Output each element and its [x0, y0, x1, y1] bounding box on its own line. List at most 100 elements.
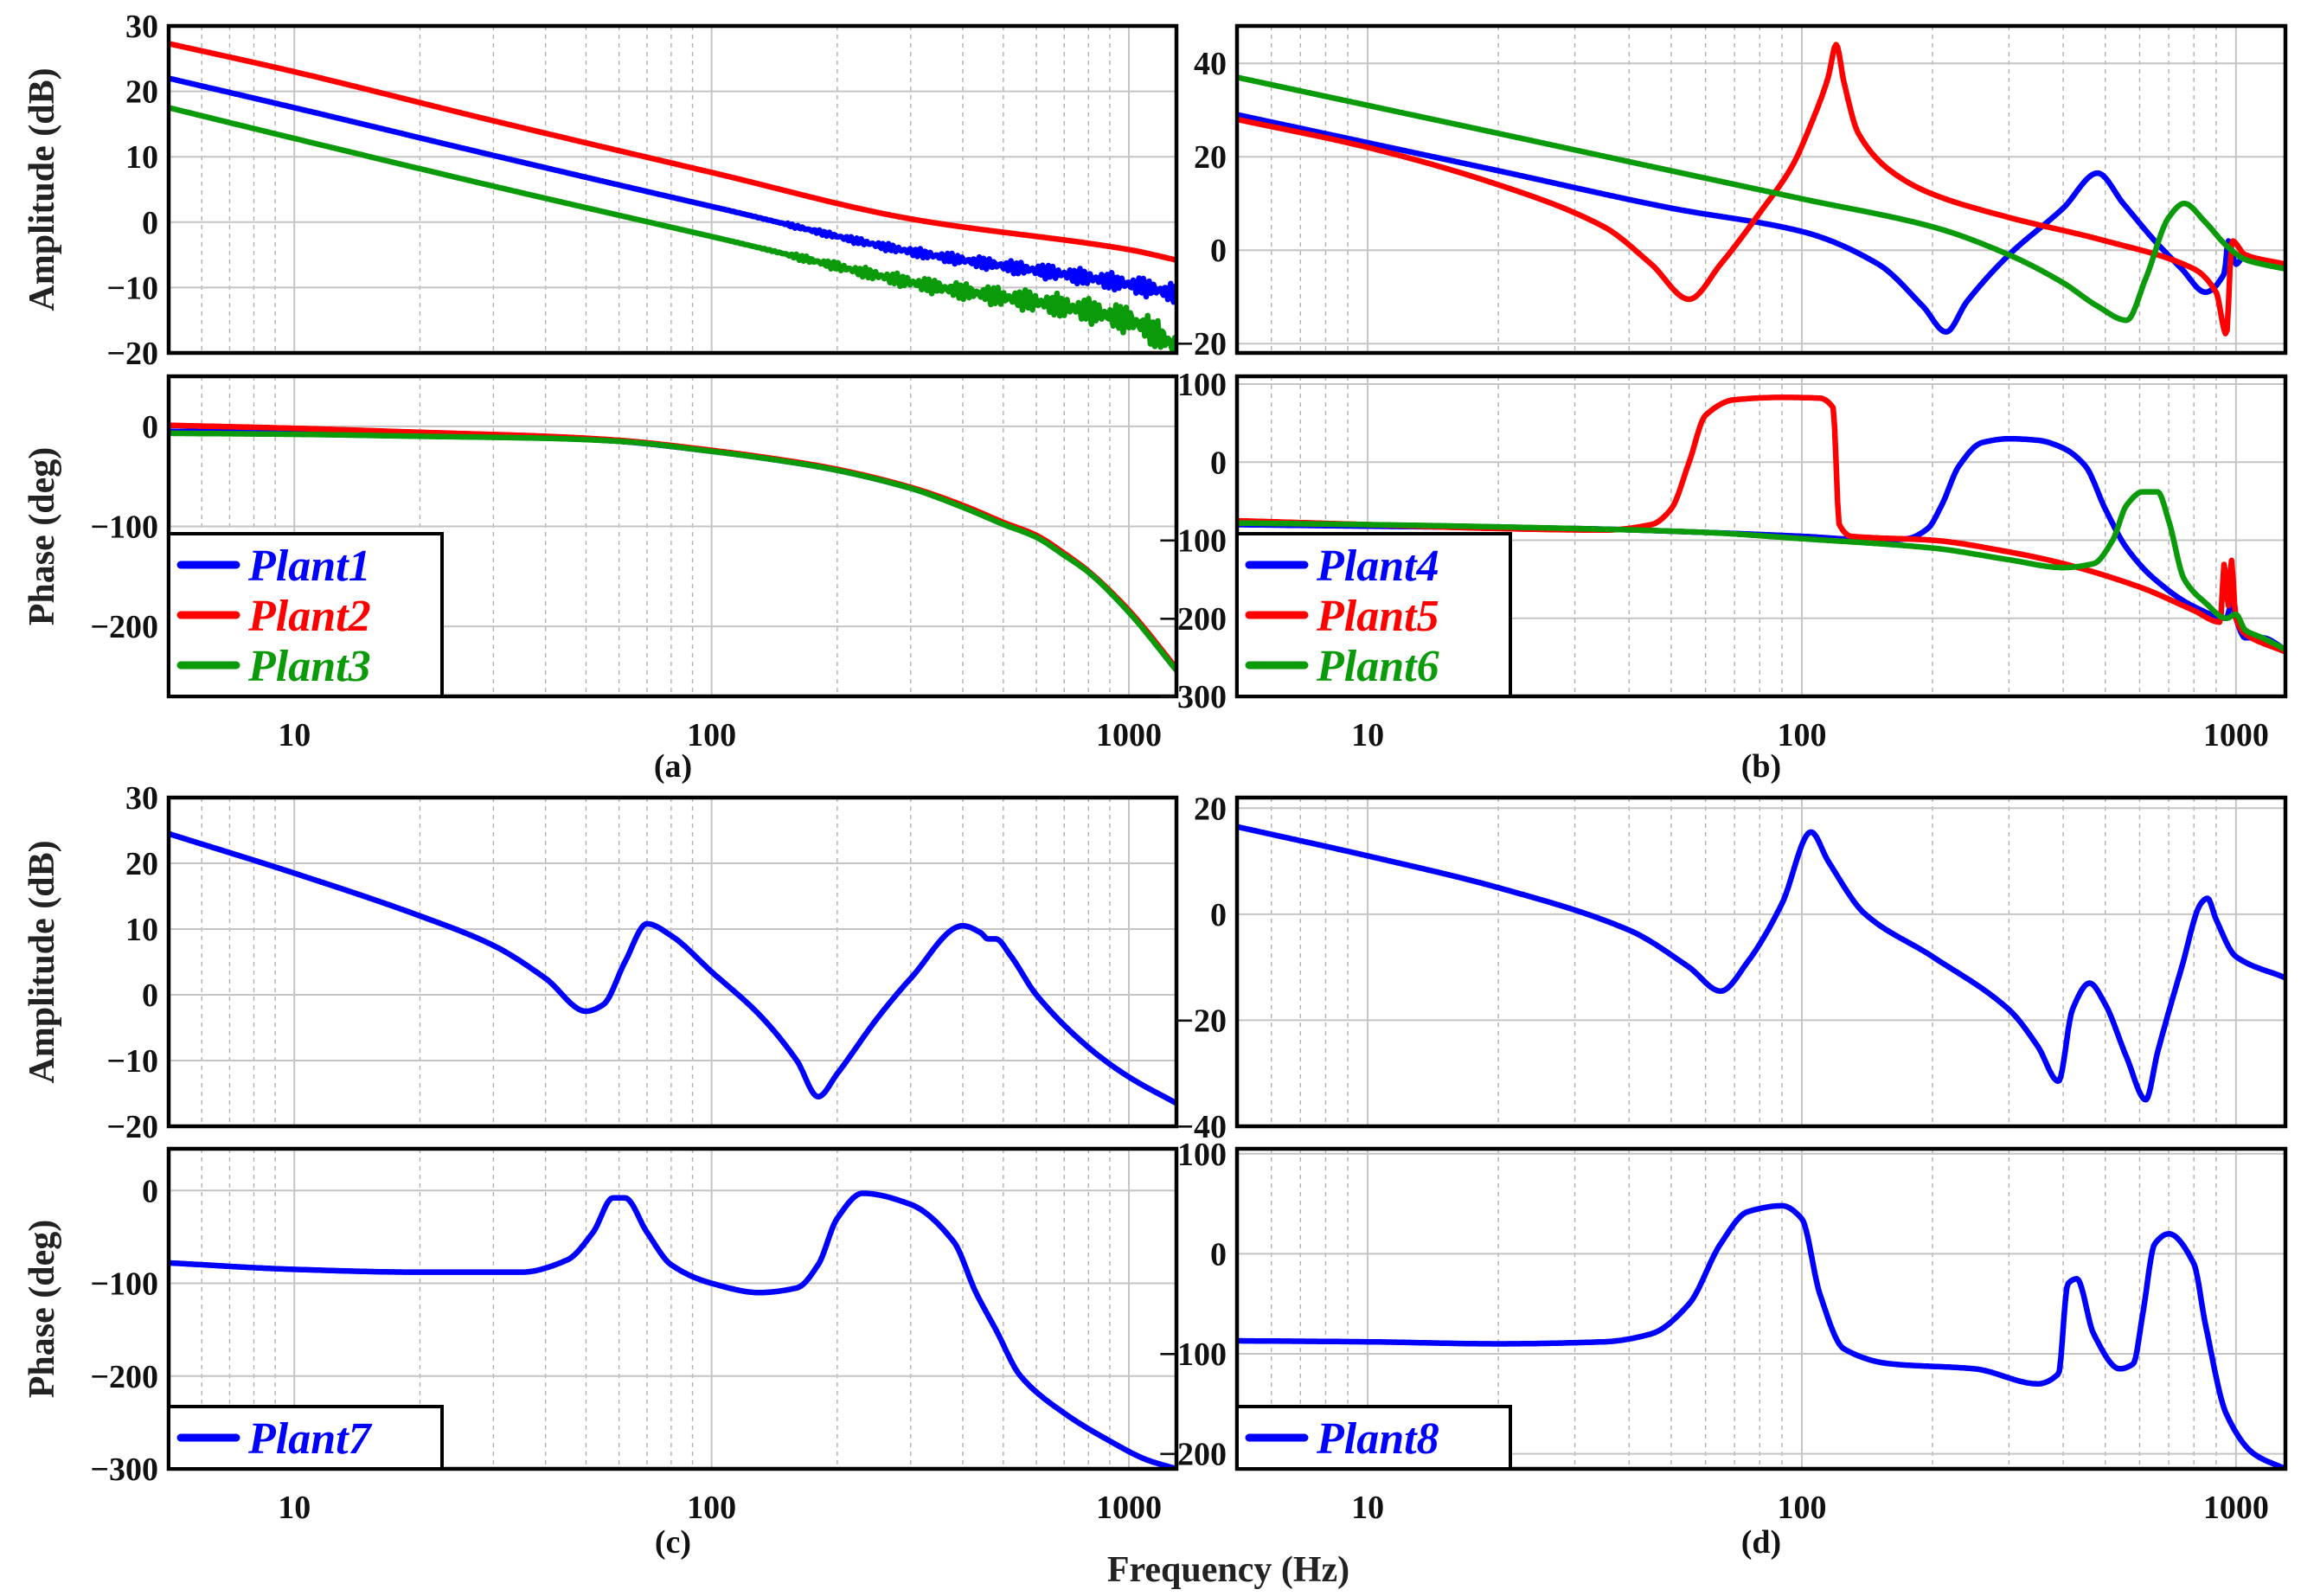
panel-a-label: (a) [654, 748, 692, 785]
panel-b-phase-ytick: −100 [1158, 523, 1227, 560]
panel-d-amplitude-ytick: 0 [1210, 897, 1227, 933]
panel-b-amplitude-ytick: 40 [1194, 46, 1227, 82]
legend-label-plant8: Plant8 [1316, 1414, 1439, 1464]
panel-d-phase-ytick: −200 [1158, 1437, 1227, 1473]
panel-a-amplitude-ytick: 20 [125, 74, 158, 111]
panel-b-phase-line-plant6 [1237, 489, 2285, 653]
panel-a-phase-series-group [169, 422, 1176, 674]
panel-d-amplitude-ytick: 20 [1194, 791, 1227, 827]
panel-c-amplitude-frame [166, 795, 1179, 1129]
panel-c-amplitude-ylabel: Amplitude (dB) [22, 840, 62, 1083]
panel-c-phase-grid [169, 1149, 1176, 1469]
panel-a-amplitude-ytick: −10 [106, 270, 158, 306]
panel-b-label: (b) [1741, 748, 1781, 785]
panel-a-phase-ytick: −100 [90, 509, 158, 545]
panel-d-phase-ytick: 0 [1210, 1236, 1227, 1272]
panel-b-xtick: 10 [1351, 717, 1384, 753]
panel-d-phase-line-plant8 [1237, 1202, 2285, 1469]
panel-d-xtick: 100 [1777, 1490, 1826, 1526]
panel-b-amplitude-frame [1234, 23, 2288, 356]
panel-b-amplitude-line-plant6 [1237, 74, 2285, 324]
panel-c-legend: Plant7 [167, 1405, 444, 1471]
panel-b-phase-ytick: 0 [1210, 445, 1227, 481]
panel-a-phase-ylabel: Phase (deg) [22, 447, 62, 625]
panel-d-amplitude-ytick: −20 [1175, 1003, 1227, 1039]
panel-a-amplitude-line-plant2 [169, 41, 1176, 263]
panel-b-phase-ytick: −200 [1158, 601, 1227, 638]
panel-d-xtick: 10 [1351, 1490, 1384, 1526]
panel-d-label: (d) [1741, 1524, 1781, 1561]
panel-b-amplitude-line-plant4 [1237, 112, 2285, 335]
legend-label-plant3: Plant3 [247, 642, 371, 691]
panel-d-amplitude-frame [1234, 795, 2288, 1129]
panel-d-amplitude-series-group [1237, 824, 2285, 1103]
panel-b-amplitude-grid [1237, 26, 2285, 353]
panel-c-phase-line-plant7 [169, 1190, 1176, 1469]
panel-c-xtick: 100 [687, 1490, 736, 1526]
panel-c-amplitude-ytick: −20 [106, 1109, 158, 1145]
panel-d-phase-series-group [1237, 1202, 2285, 1469]
panel-b-phase-ytick: 100 [1177, 367, 1227, 403]
panel-b-amplitude-line-plant5 [1237, 42, 2285, 337]
panel-c-phase-ytick: −300 [90, 1452, 158, 1488]
panel-a-amplitude-ylabel: Amplitude (dB) [22, 67, 62, 311]
panel-d-amplitude-grid [1237, 798, 2285, 1126]
panel-c-phase-ylabel: Phase (deg) [22, 1220, 62, 1398]
panel-b-amplitude-ytick: −20 [1175, 326, 1227, 362]
panel-c-amplitude-line-plant7 [169, 830, 1176, 1106]
panel-b-phase-series-group [1237, 394, 2285, 655]
panel-a-phase-ytick: −200 [90, 609, 158, 645]
panel-d-phase-ytick: −100 [1158, 1336, 1227, 1373]
panel-a-amplitude-ytick: 0 [142, 205, 158, 241]
panel-c-phase-ytick: 0 [142, 1173, 158, 1209]
panel-a-amplitude-line-plant3 [169, 105, 1176, 353]
panel-a-amplitude-frame [166, 23, 1179, 356]
panel-c-amplitude-ytick: 20 [125, 846, 158, 882]
panel-b-amplitude-ytick: 0 [1210, 233, 1227, 269]
panel-d-legend: Plant8 [1235, 1405, 1512, 1471]
panel-a-xtick: 100 [687, 717, 736, 753]
panel-a-phase-line-plant3 [169, 430, 1176, 674]
panel-d-phase-ytick: 100 [1177, 1137, 1227, 1173]
panel-a-amplitude-ytick: 10 [125, 139, 158, 176]
panel-c-amplitude-series-group [169, 830, 1176, 1106]
panel-c-amplitude-ytick: 10 [125, 912, 158, 948]
panel-b-xtick: 1000 [2203, 717, 2269, 753]
panel-c-xtick: 10 [278, 1490, 311, 1526]
panel-c-phase-ytick: −200 [90, 1359, 158, 1395]
legend-label-plant1: Plant1 [247, 542, 371, 591]
panel-c-amplitude-grid [169, 798, 1176, 1126]
panel-a-amplitude-line-plant1 [169, 75, 1176, 305]
legend-label-plant4: Plant4 [1316, 542, 1439, 591]
panel-c-amplitude-ytick: 0 [142, 977, 158, 1014]
panel-b-amplitude-ytick: 20 [1194, 139, 1227, 176]
panel-c-amplitude-ytick: 30 [125, 780, 158, 817]
panel-b-phase-ytick: −300 [1158, 679, 1227, 715]
panel-d-amplitude-line-plant8 [1237, 824, 2285, 1103]
legend-label-plant2: Plant2 [247, 592, 371, 641]
panel-a-amplitude-ytick: 30 [125, 9, 158, 45]
panel-d-xtick: 1000 [2203, 1490, 2269, 1526]
panel-b-amplitude-series-group [1237, 42, 2285, 337]
panel-a-phase-ytick: 0 [142, 409, 158, 445]
panel-c-phase-frame [166, 1146, 1179, 1471]
panel-a-amplitude-ytick: −20 [106, 336, 158, 372]
panel-c-phase-series-group [169, 1190, 1176, 1469]
legend-label-plant5: Plant5 [1316, 592, 1439, 641]
panel-d-phase-frame [1234, 1146, 2288, 1471]
panel-c-label: (c) [655, 1524, 691, 1561]
panel-c-xtick: 1000 [1096, 1490, 1162, 1526]
legend-label-plant7: Plant7 [247, 1414, 373, 1464]
panel-d-amplitude-ytick: −40 [1175, 1109, 1227, 1145]
panel-c-phase-ytick: −100 [90, 1266, 158, 1303]
panel-c-amplitude-ytick: −10 [106, 1043, 158, 1080]
panel-a-xtick: 10 [278, 717, 311, 753]
panel-a-amplitude-grid [169, 26, 1176, 353]
x-axis-label: Frequency (Hz) [1107, 1550, 1349, 1590]
panel-a-amplitude-series-group [169, 41, 1176, 353]
panel-b-xtick: 100 [1777, 717, 1826, 753]
panel-a-xtick: 1000 [1096, 717, 1162, 753]
